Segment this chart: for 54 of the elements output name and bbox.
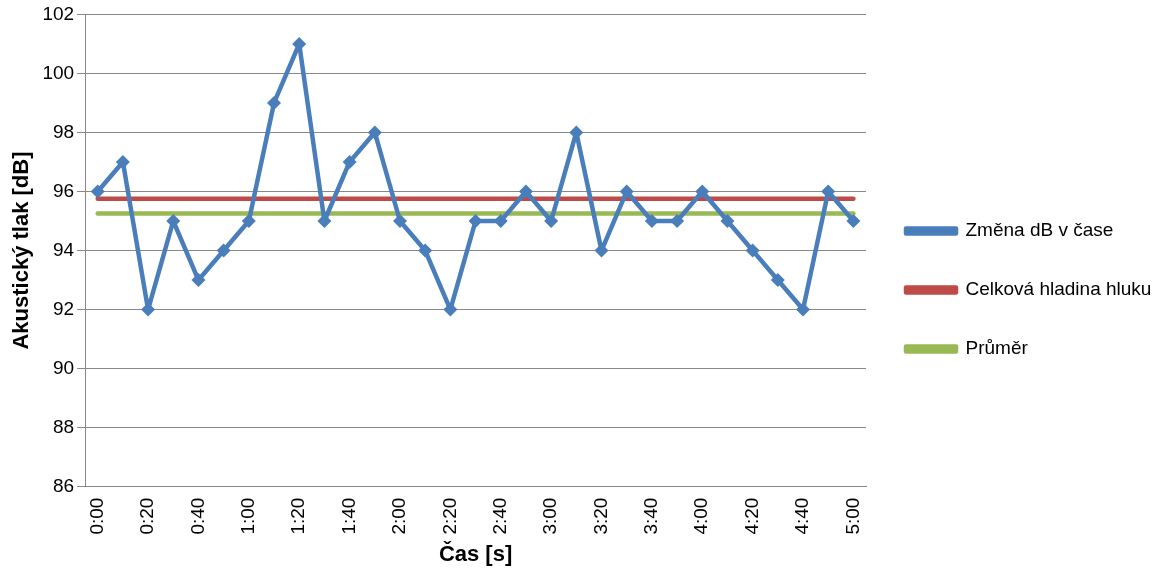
- y-tick-label: 94: [52, 238, 75, 260]
- x-tick-label: 2:40: [488, 497, 510, 535]
- x-tick-label: 1:20: [287, 497, 309, 535]
- y-tick-label: 102: [42, 2, 75, 24]
- x-tick-label: 0:20: [136, 497, 158, 535]
- y-tick-label: 90: [52, 356, 75, 378]
- point: [267, 95, 282, 110]
- y-tick-label: 98: [52, 120, 75, 142]
- legend-label: Změna dB v čase: [965, 219, 1114, 241]
- y-tick-label: 86: [52, 474, 75, 496]
- point: [392, 214, 407, 228]
- point: [720, 214, 735, 228]
- point: [796, 302, 811, 317]
- y-axis-title: Akustický tlak [dB]: [8, 151, 34, 350]
- point: [90, 184, 105, 199]
- point: [619, 184, 634, 199]
- point: [342, 154, 357, 169]
- point: [317, 214, 332, 228]
- x-tick-label: 3:20: [589, 497, 611, 535]
- point: [191, 273, 206, 288]
- point: [821, 184, 836, 199]
- point: [418, 243, 433, 258]
- y-tick-label: 92: [52, 297, 75, 319]
- point: [518, 184, 533, 199]
- point: [644, 214, 659, 228]
- x-tick-label: 4:40: [791, 497, 813, 535]
- legend-label: Průměr: [965, 337, 1029, 359]
- x-tick-label: 2:20: [438, 497, 460, 535]
- y-tick-label: 100: [42, 61, 75, 83]
- point: [846, 214, 861, 228]
- point: [216, 243, 231, 258]
- x-tick-label: 1:00: [237, 497, 259, 535]
- x-tick-label: 4:00: [690, 497, 712, 535]
- x-tick-label: 2:00: [388, 497, 410, 535]
- point: [115, 154, 130, 169]
- x-tick-label: 0:40: [186, 497, 208, 535]
- y-tick-label: 88: [52, 415, 75, 437]
- point: [367, 125, 382, 140]
- point: [745, 243, 760, 258]
- point: [468, 214, 483, 228]
- x-tick-label: 5:00: [841, 497, 863, 535]
- point: [544, 214, 559, 228]
- x-tick-label: 3:00: [539, 497, 561, 535]
- x-tick-label: 1:40: [337, 497, 359, 535]
- point: [770, 273, 785, 288]
- x-tick-label: 3:40: [640, 497, 662, 535]
- x-tick-label: 0:00: [85, 497, 107, 535]
- legend-label: Celková hladina hluku: [965, 278, 1152, 300]
- x-tick-label: 4:20: [740, 497, 762, 535]
- point: [695, 184, 710, 199]
- point: [241, 214, 256, 228]
- point: [670, 214, 685, 228]
- x-axis-title: Čas [s]: [438, 540, 513, 566]
- y-tick-label: 96: [52, 179, 75, 201]
